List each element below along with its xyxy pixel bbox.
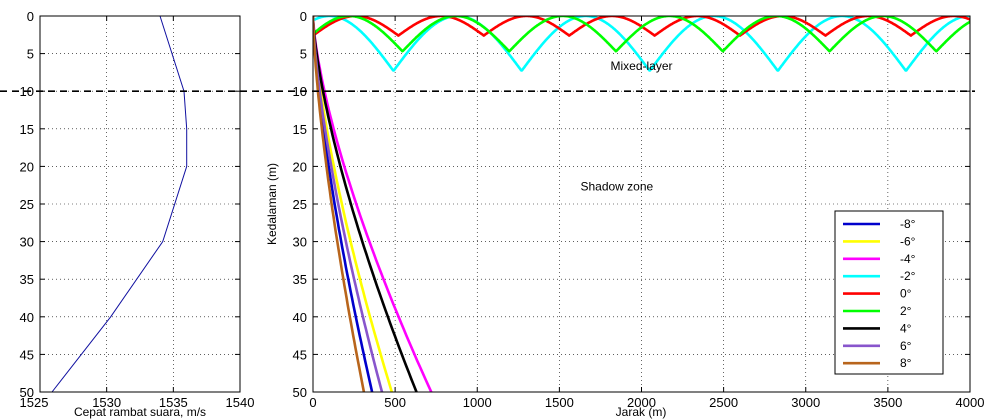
sound-speed-y-tick-label: 50: [20, 385, 34, 400]
ray-trace-y-tick-label: 10: [293, 84, 307, 99]
ray-trace-x-tick-label: 3500: [873, 395, 902, 410]
ray-minus-2-deg: [313, 16, 970, 72]
sound-speed-y-tick-label: 25: [20, 197, 34, 212]
ray-trace-x-tick-label: 2000: [627, 395, 656, 410]
legend-label-ray-4-deg: 4°: [900, 321, 912, 335]
legend-items: -8° -6° -4° -2° 0° 2° 4° 6° 8°: [843, 217, 916, 370]
sound-speed-x-tick-label: 1530: [92, 395, 121, 410]
ray-trace-y-tick-label: 45: [293, 347, 307, 362]
ray-trace-panel: 0 500 1000 1500 2000 2500 3000 3500 4000 0 5 10 15 20…: [265, 9, 984, 419]
ray-trace-ticks: 0 500 1000 1500 2000 2500 3000 3500 4000 0 5 10 15 20…: [293, 9, 985, 410]
ray-trace-y-tick-label: 40: [293, 310, 307, 325]
legend-label-ray-8-deg: 8°: [900, 356, 912, 370]
ray-trace-x-tick-label: 0: [309, 395, 316, 410]
sound-speed-x-tick-label: 1525: [20, 395, 49, 410]
ray-trace-y-tick-label: 30: [293, 235, 307, 250]
ray-trace-x-tick-label: 3000: [791, 395, 820, 410]
sound-speed-y-tick-label: 35: [20, 272, 34, 287]
sound-speed-y-tick-label: 0: [27, 9, 34, 24]
legend-label-ray-minus-2-deg: -2°: [900, 269, 916, 283]
sound-speed-x-label: Cepat rambat suara, m/s: [74, 405, 206, 419]
ray-trace-y-tick-label: 50: [293, 385, 307, 400]
legend-label-ray-2-deg: 2°: [900, 304, 912, 318]
ray-trace-rays: [313, 16, 970, 392]
ray-trace-y-tick-label: 0: [300, 9, 307, 24]
sound-speed-y-tick-label: 15: [20, 122, 34, 137]
ray-trace-x-label: Jarak (m): [616, 405, 667, 419]
ray-trace-y-tick-label: 35: [293, 272, 307, 287]
shadow-zone-annotation: Shadow zone: [580, 179, 653, 193]
ray-trace-frame: [312, 15, 971, 393]
ray-trace-y-tick-label: 25: [293, 197, 307, 212]
ray-trace-x-tick-label: 500: [384, 395, 406, 410]
ray-4-deg: [313, 16, 418, 392]
legend-label-ray-0-deg: 0°: [900, 287, 912, 301]
ray-trace-x-tick-label: 1000: [463, 395, 492, 410]
ray-trace-x-tick-label: 1500: [545, 395, 574, 410]
ray-trace-y-tick-label: 20: [293, 159, 307, 174]
ray-trace-y-tick-label: 5: [300, 47, 307, 62]
ray-trace-x-tick-label: 4000: [956, 395, 985, 410]
sound-speed-x-tick-label: 1535: [159, 395, 188, 410]
legend-label-ray-minus-8-deg: -8°: [900, 217, 916, 231]
sound-speed-y-tick-label: 20: [20, 159, 34, 174]
sound-speed-y-tick-label: 5: [27, 47, 34, 62]
sound-speed-frame: [39, 15, 241, 393]
legend-label-ray-6-deg: 6°: [900, 339, 912, 353]
legend-label-ray-minus-4-deg: -4°: [900, 252, 916, 266]
mixed-layer-annotation: Mixed-layer: [610, 59, 672, 73]
sound-speed-x-tick-label: 1540: [226, 395, 255, 410]
ray-trace-y-label: Kedalaman (m): [265, 163, 279, 245]
sound-speed-y-tick-label: 30: [20, 235, 34, 250]
ray-2-deg: [313, 16, 970, 53]
legend-label-ray-minus-6-deg: -6°: [900, 234, 916, 248]
ray-trace-y-tick-label: 15: [293, 122, 307, 137]
ray-trace-x-tick-label: 2500: [709, 395, 738, 410]
sound-speed-y-tick-label: 40: [20, 310, 34, 325]
sound-speed-y-tick-label: 45: [20, 347, 34, 362]
ray-8-deg: [313, 16, 366, 392]
legend: -8° -6° -4° -2° 0° 2° 4° 6° 8°: [834, 210, 944, 375]
